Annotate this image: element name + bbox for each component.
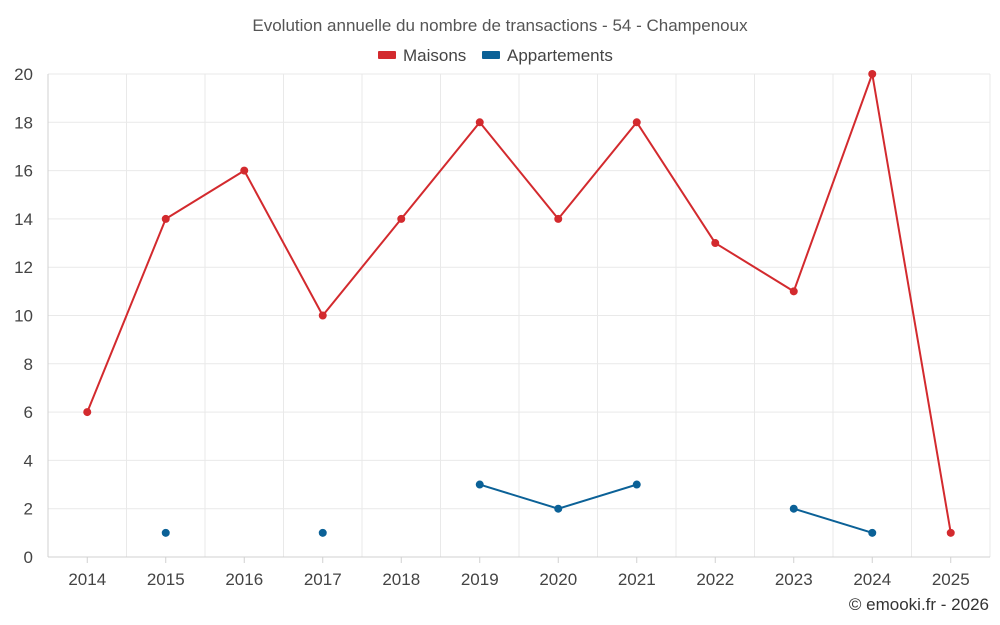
x-tick-label: 2015 [147, 570, 185, 589]
legend: Maisons Appartements [378, 46, 613, 65]
y-tick-label: 8 [24, 355, 33, 374]
data-point-maisons[interactable] [868, 70, 877, 78]
x-tick-label: 2021 [618, 570, 656, 589]
y-tick-label: 18 [14, 113, 33, 132]
x-tick-label: 2018 [382, 570, 420, 589]
y-tick-label: 14 [14, 210, 33, 229]
data-point-maisons[interactable] [83, 408, 92, 417]
y-axis-ticks: 0 2 4 6 8 10 12 14 16 18 20 [14, 65, 33, 567]
x-tick-label: 2022 [696, 570, 734, 589]
data-point-maisons[interactable] [161, 214, 170, 223]
data-point-maisons[interactable] [789, 287, 798, 296]
data-point-maisons[interactable] [554, 214, 563, 223]
data-point-maisons[interactable] [397, 214, 406, 223]
legend-swatch-appartements[interactable] [482, 51, 500, 59]
x-tick-label: 2023 [775, 570, 813, 589]
data-point-appartements[interactable] [554, 504, 563, 513]
x-tick-label: 2017 [304, 570, 342, 589]
data-point-maisons[interactable] [475, 118, 484, 127]
data-point-maisons[interactable] [946, 528, 955, 537]
y-tick-label: 10 [14, 307, 33, 326]
data-point-appartements[interactable] [318, 528, 327, 537]
data-point-appartements[interactable] [868, 528, 877, 537]
data-point-maisons[interactable] [318, 311, 327, 320]
x-tick-label: 2025 [932, 570, 970, 589]
series-line-maisons [86, 73, 952, 534]
legend-label-appartements[interactable]: Appartements [507, 46, 613, 65]
data-point-maisons[interactable] [240, 166, 249, 175]
chart-title: Evolution annuelle du nombre de transact… [252, 16, 748, 35]
data-point-appartements[interactable] [789, 504, 798, 513]
y-tick-label: 12 [14, 258, 33, 277]
x-axis-ticks: 2014 2015 2016 2017 2018 2019 2020 2021 2022 2023… [68, 570, 969, 589]
legend-label-maisons[interactable]: Maisons [403, 46, 466, 65]
data-point-maisons[interactable] [711, 239, 720, 248]
legend-swatch-maisons[interactable] [378, 51, 396, 59]
series-line-appartements [793, 507, 873, 534]
data-point-appartements[interactable] [632, 480, 641, 489]
y-tick-label: 16 [14, 162, 33, 181]
x-tick-label: 2024 [853, 570, 891, 589]
grid [47, 73, 991, 563]
y-tick-label: 2 [24, 500, 33, 519]
x-tick-label: 2014 [68, 570, 106, 589]
data-point-maisons[interactable] [632, 118, 641, 127]
credit-text: © emooki.fr - 2026 [849, 595, 989, 614]
x-tick-label: 2019 [461, 570, 499, 589]
series-group [83, 70, 955, 537]
y-tick-label: 0 [24, 548, 33, 567]
y-tick-label: 6 [24, 403, 33, 422]
y-tick-label: 4 [24, 451, 33, 470]
x-tick-label: 2016 [225, 570, 263, 589]
data-point-appartements[interactable] [161, 528, 170, 537]
data-point-appartements[interactable] [475, 480, 484, 489]
y-tick-label: 20 [14, 65, 33, 84]
x-tick-label: 2020 [539, 570, 577, 589]
